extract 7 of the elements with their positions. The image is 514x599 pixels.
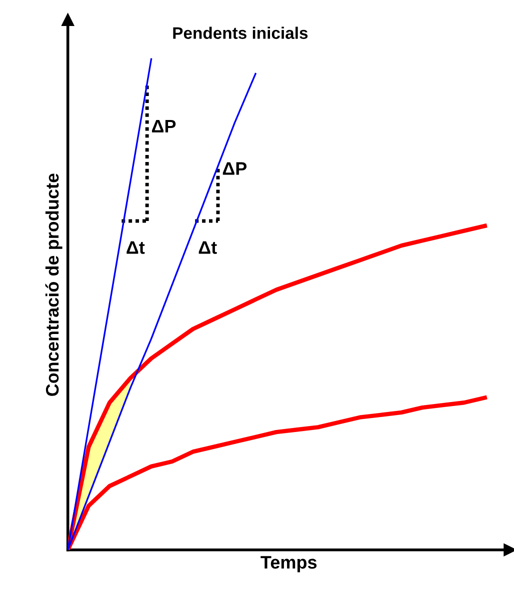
annotation: ΔP [152, 120, 176, 132]
x-axis-title: Temps [260, 556, 317, 572]
y-axis-title: Concentració de producte [45, 174, 62, 396]
annotation: Δt [126, 241, 145, 254]
text: Pendents inicials [173, 26, 308, 39]
annotation: ΔP [222, 162, 247, 175]
annotation: Δt [198, 241, 217, 254]
